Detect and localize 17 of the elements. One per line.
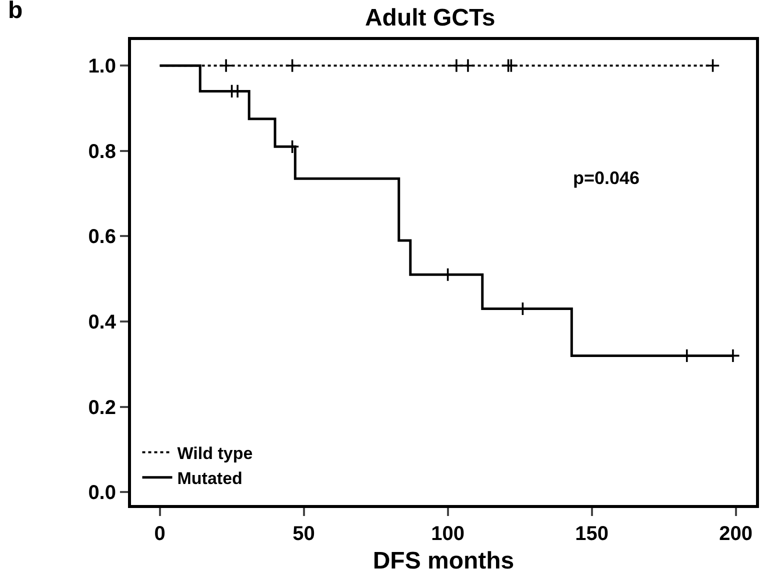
text: b (8, 0, 23, 24)
x-tick-label: 0 (154, 523, 166, 545)
chart-title: Adult GCTs (364, 4, 496, 32)
x-axis-title: DFS months (372, 547, 514, 574)
y-tick-label: 0.0 (88, 482, 116, 504)
x-tick-label: 200 (719, 523, 753, 545)
annotation: p=0.046 (573, 168, 640, 188)
legend-label: Mutated (177, 468, 242, 488)
y-tick-label: 0.2 (88, 396, 116, 419)
x-tick-label: 100 (431, 523, 465, 545)
y-tick-label: 0.6 (88, 226, 116, 248)
y-tick-label: 0.4 (88, 312, 117, 334)
y-tick-label: 0.8 (88, 140, 116, 163)
x-tick-label: 150 (575, 523, 609, 545)
x-tick-label: 50 (292, 523, 315, 545)
legend-label: Wild type (177, 444, 253, 463)
y-tick-label: 1.0 (88, 56, 116, 78)
